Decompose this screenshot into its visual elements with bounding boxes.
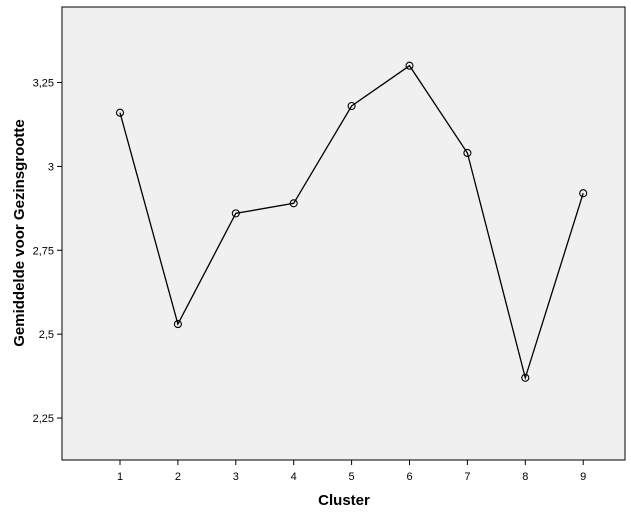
y-tick-label: 2,5 — [39, 329, 54, 341]
y-tick-label: 2,75 — [33, 245, 54, 257]
x-tick-label: 6 — [406, 471, 412, 483]
data-points — [115, 61, 588, 382]
data-point — [463, 148, 472, 158]
data-point — [347, 101, 356, 111]
y-axis-title: Gemiddelde voor Gezinsgrootte — [11, 119, 28, 347]
data-point — [521, 373, 530, 382]
data-point — [289, 199, 298, 208]
plot-area — [61, 6, 626, 461]
data-point — [405, 61, 414, 70]
x-axis-title: Cluster — [318, 492, 370, 509]
x-axis: 1 2 3 4 5 6 7 8 9 — [117, 460, 586, 483]
x-tick-label: 5 — [349, 471, 355, 483]
data-point — [173, 320, 182, 329]
x-tick-label: 3 — [233, 471, 239, 483]
x-tick-label: 1 — [117, 471, 123, 483]
y-tick-label: 3 — [48, 161, 54, 173]
x-tick-label: 8 — [522, 471, 528, 483]
x-tick-label: 4 — [291, 471, 297, 483]
y-tick-label: 2,25 — [33, 413, 54, 425]
data-point — [579, 189, 588, 198]
y-tick-label: 3,25 — [33, 78, 54, 90]
x-tick-label: 9 — [580, 471, 586, 483]
data-point — [231, 209, 240, 218]
data-point — [115, 108, 125, 117]
series-line — [119, 64, 584, 381]
y-axis: 2,25 2,5 2,75 3 3,25 — [33, 78, 62, 425]
x-tick-label: 2 — [175, 471, 181, 483]
x-tick-label: 7 — [464, 471, 470, 483]
